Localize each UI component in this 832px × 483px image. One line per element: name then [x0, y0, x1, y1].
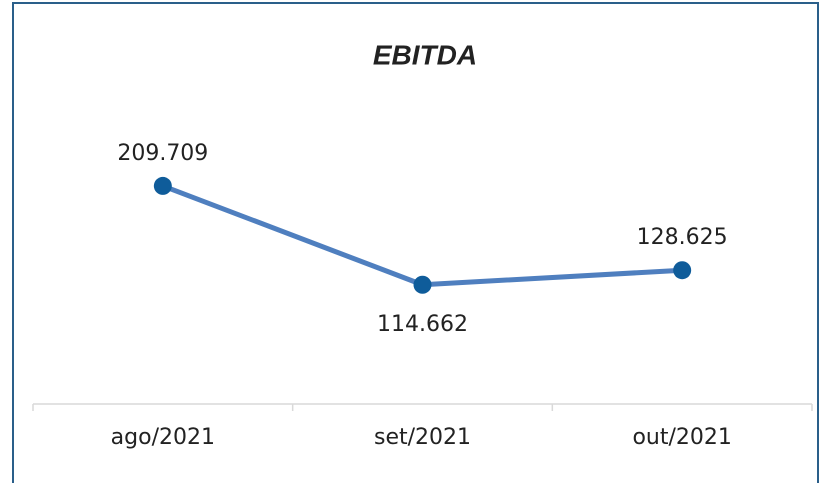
- chart-title: EBITDA: [373, 39, 477, 70]
- data-label: 209.709: [117, 141, 208, 166]
- marker: [673, 261, 692, 280]
- data-label: 128.625: [637, 225, 728, 250]
- x-tick-label: ago/2021: [111, 425, 215, 450]
- x-tick-label: set/2021: [374, 425, 471, 450]
- chart-frame: [12, 2, 819, 483]
- data-label: 114.662: [377, 312, 468, 337]
- x-tick-label: out/2021: [632, 425, 731, 450]
- marker: [413, 275, 432, 294]
- marker: [153, 176, 172, 195]
